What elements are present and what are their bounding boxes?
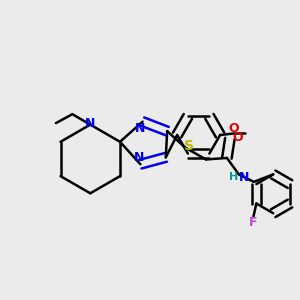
- Text: N: N: [238, 171, 249, 184]
- Text: F: F: [249, 216, 258, 229]
- Text: N: N: [85, 117, 95, 130]
- Text: N: N: [134, 122, 145, 135]
- Text: H: H: [229, 172, 238, 182]
- Text: O: O: [232, 130, 243, 144]
- Text: S: S: [184, 139, 194, 153]
- Text: O: O: [228, 122, 239, 135]
- Text: N: N: [134, 151, 144, 164]
